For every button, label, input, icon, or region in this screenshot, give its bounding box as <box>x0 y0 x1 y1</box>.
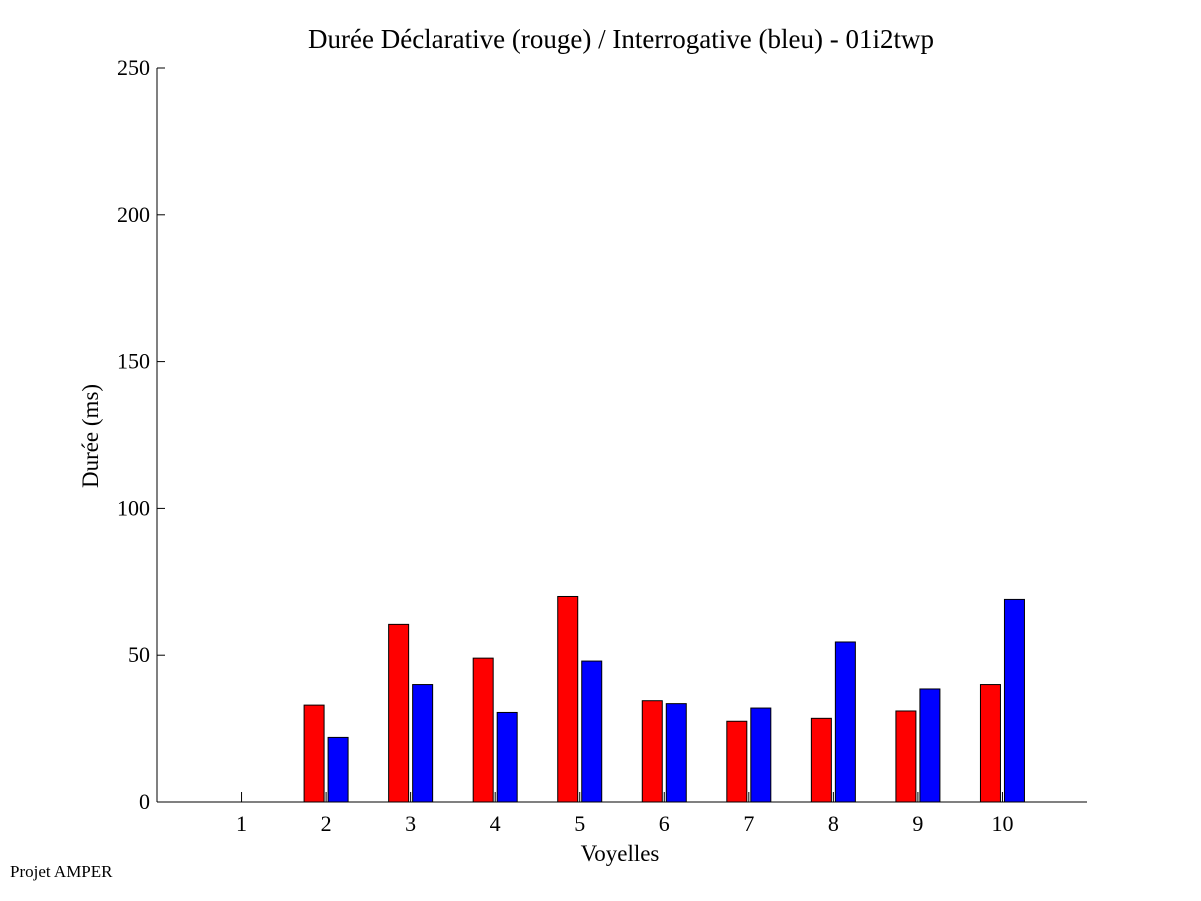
bar-series2 <box>1003 598 1025 803</box>
y-tick-label: 150 <box>117 349 150 374</box>
y-tick-label: 100 <box>117 495 150 520</box>
x-axis-label: Voyelles <box>581 841 660 866</box>
bar-series1 <box>979 684 1001 803</box>
bar-series1 <box>810 717 832 803</box>
footer-note: Projet AMPER <box>10 862 113 881</box>
bar-series1 <box>472 657 494 803</box>
y-tick-label: 50 <box>128 642 150 667</box>
bar-series2 <box>665 703 687 803</box>
bar-series1 <box>726 720 748 803</box>
y-axis: 0 50 100 150 200 250 <box>117 55 165 814</box>
y-axis-label: Durée (ms) <box>78 384 103 488</box>
y-tick-label: 200 <box>117 202 150 227</box>
y-tick-label: 250 <box>117 55 150 80</box>
plot-area: 0 50 100 150 200 250 1 2 3 4 5 6 7 8 9 10 <box>117 55 1087 836</box>
x-tick-label: 2 <box>321 811 332 836</box>
x-axis: 1 2 3 4 5 6 7 8 9 10 <box>157 792 1087 836</box>
x-tick-label: 10 <box>991 811 1013 836</box>
x-tick-label: 9 <box>912 811 923 836</box>
bar-series2 <box>581 660 603 803</box>
y-tick-label: 0 <box>139 789 150 814</box>
bar-series1 <box>895 710 917 803</box>
x-tick-label: 5 <box>574 811 585 836</box>
bar-series2 <box>412 684 434 803</box>
bar-series2 <box>327 736 349 803</box>
x-tick-label: 3 <box>405 811 416 836</box>
bar-series1 <box>388 623 410 803</box>
bar-series1 <box>303 704 325 803</box>
x-tick-label: 1 <box>236 811 247 836</box>
x-tick-label: 6 <box>659 811 670 836</box>
bar-series1 <box>641 700 663 803</box>
x-tick-label: 7 <box>743 811 754 836</box>
chart-title: Durée Déclarative (rouge) / Interrogativ… <box>308 24 934 54</box>
x-tick-label: 4 <box>490 811 501 836</box>
bars <box>303 595 1025 803</box>
bar-series1 <box>557 595 579 803</box>
bar-series2 <box>919 688 941 803</box>
bar-series2 <box>834 641 856 803</box>
x-tick-label: 8 <box>828 811 839 836</box>
bar-series2 <box>496 711 518 803</box>
bar-series2 <box>750 707 772 803</box>
